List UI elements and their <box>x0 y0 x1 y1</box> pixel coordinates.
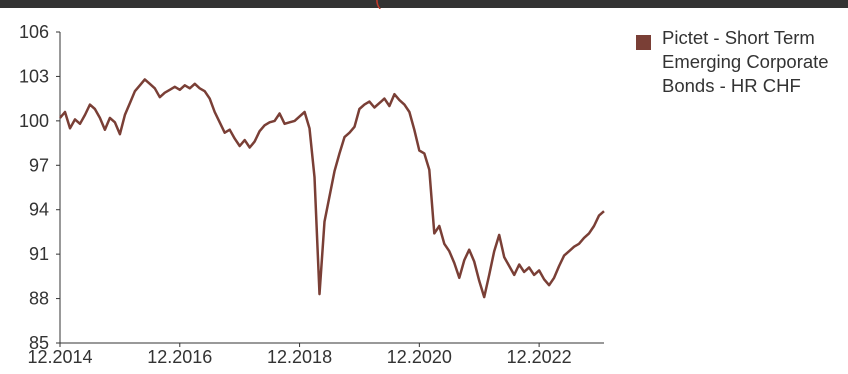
x-tick-label: 12.2020 <box>387 347 452 367</box>
legend-swatch <box>636 35 651 50</box>
y-tick-label: 103 <box>19 66 49 86</box>
y-tick-label: 85 <box>29 333 49 353</box>
y-tick-label: 88 <box>29 289 49 309</box>
legend-label: Pictet - Short Term Emerging Corporate B… <box>662 27 829 96</box>
y-tick-label: 94 <box>29 200 49 220</box>
top-rule <box>0 0 848 8</box>
series-line <box>59 78 605 299</box>
x-tick-label: 12.2016 <box>147 347 212 367</box>
y-tick-label: 97 <box>29 155 49 175</box>
x-tick-label: 12.2018 <box>267 347 332 367</box>
x-tick-label: 12.2022 <box>507 347 572 367</box>
x-tick-label: 12.2014 <box>27 347 92 367</box>
chart-title-fragment: ( <box>375 0 382 9</box>
y-tick-label: 100 <box>19 111 49 131</box>
y-tick-label: 106 <box>19 22 49 42</box>
y-tick-label: 91 <box>29 244 49 264</box>
